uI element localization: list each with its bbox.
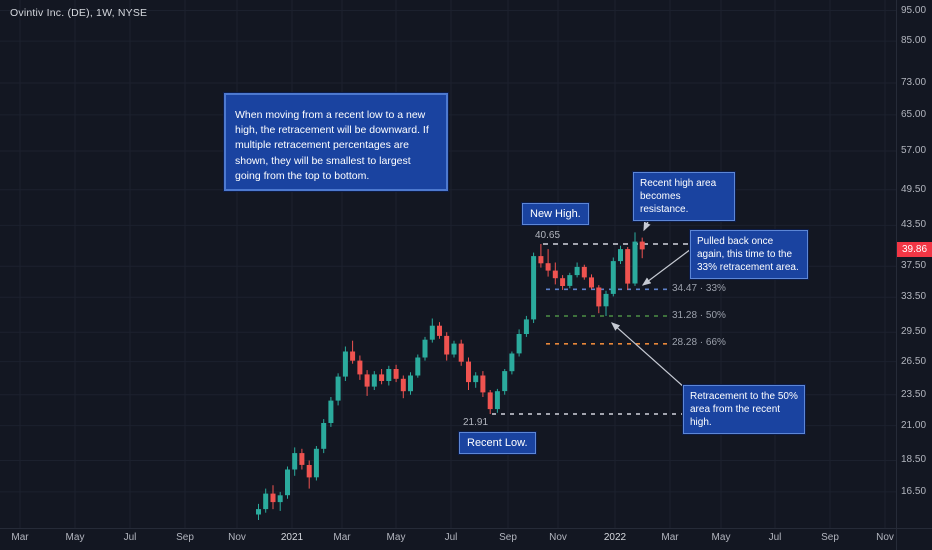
- price-tick-label: 18.50: [901, 454, 927, 465]
- time-tick-label: Mar: [333, 532, 351, 543]
- last-price-label: 39.86: [897, 242, 932, 257]
- price-tick-label: 26.50: [901, 356, 927, 367]
- retrace-50-note[interactable]: Retracement to the 50% area from the rec…: [683, 385, 805, 434]
- price-tick-label: 65.00: [901, 109, 927, 120]
- time-tick-label: Sep: [499, 532, 517, 543]
- time-tick-year-label: 2022: [603, 532, 627, 543]
- recent-low-note[interactable]: Recent Low.: [459, 432, 536, 455]
- price-tick-label: 23.50: [901, 389, 927, 400]
- time-tick-label: Sep: [176, 532, 194, 543]
- time-axis[interactable]: Mar May Jul Sep Nov 2021 Mar May Jul Sep Nov 2022 Ma…: [0, 528, 932, 550]
- price-axis[interactable]: 95.00 85.00 73.00 65.00 57.00 49.50 43.50 37.50…: [897, 0, 932, 528]
- price-tick-label: 85.00: [901, 35, 927, 46]
- time-tick-label: May: [386, 532, 406, 543]
- time-tick-label: Sep: [821, 532, 839, 543]
- time-tick-label: Jul: [123, 532, 137, 543]
- price-tick-label: 73.00: [901, 77, 927, 88]
- time-tick-year-label: 2021: [280, 532, 304, 543]
- fib-33-label: 34.47 · 33%: [672, 283, 726, 294]
- time-tick-label: Jul: [768, 532, 782, 543]
- fib-50-label: 31.28 · 50%: [672, 310, 726, 321]
- time-tick-label: May: [65, 532, 85, 543]
- price-tick-label: 16.50: [901, 486, 927, 497]
- time-tick-label: Mar: [661, 532, 679, 543]
- resistance-note[interactable]: Recent high area becomes resistance.: [633, 172, 735, 221]
- symbol-title[interactable]: Ovintiv Inc. (DE), 1W, NYSE: [10, 7, 148, 19]
- price-tick-label: 37.50: [901, 260, 927, 271]
- fib-66-label: 28.28 · 66%: [672, 337, 726, 348]
- price-tick-label: 49.50: [901, 184, 927, 195]
- explainer-note[interactable]: When moving from a recent low to a new h…: [224, 93, 448, 191]
- time-tick-label: Nov: [228, 532, 246, 543]
- new-high-note[interactable]: New High.: [522, 203, 589, 226]
- price-tick-label: 43.50: [901, 219, 927, 230]
- price-tick-label: 29.50: [901, 326, 927, 337]
- time-tick-label: May: [711, 532, 731, 543]
- time-tick-label: Mar: [11, 532, 29, 543]
- pullback-33-note[interactable]: Pulled back once again, this time to the…: [690, 230, 808, 279]
- price-tick-label: 21.00: [901, 420, 927, 431]
- time-tick-label: Nov: [876, 532, 894, 543]
- recent-low-price-label: 21.91: [463, 417, 489, 428]
- price-tick-label: 95.00: [901, 5, 927, 16]
- price-tick-label: 57.00: [901, 145, 927, 156]
- recent-high-price-label: 40.65: [535, 230, 561, 241]
- time-tick-label: Jul: [444, 532, 458, 543]
- price-tick-label: 33.50: [901, 291, 927, 302]
- time-tick-label: Nov: [549, 532, 567, 543]
